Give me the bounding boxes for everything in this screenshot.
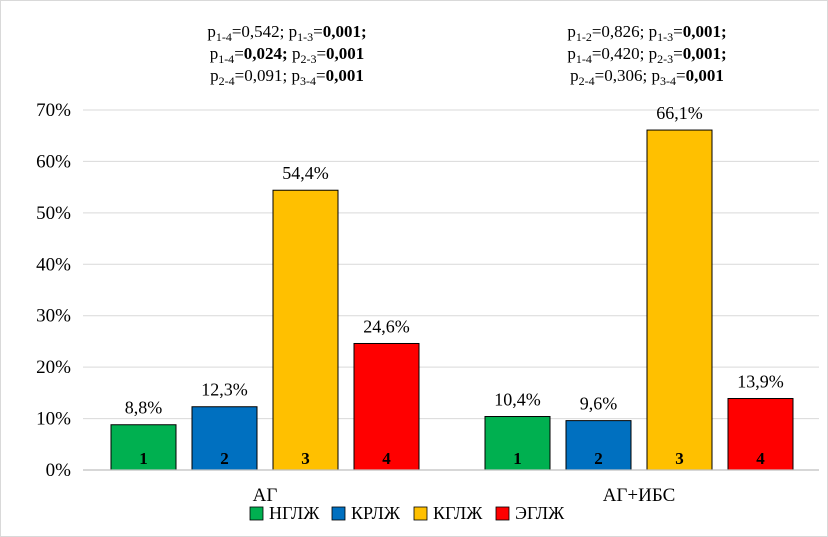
bar xyxy=(646,129,713,471)
bar xyxy=(565,420,632,471)
legend-swatch xyxy=(249,506,264,521)
bar-number-label: 3 xyxy=(301,449,310,468)
y-tick-label: 70% xyxy=(36,100,71,121)
legend-label: ЭГЛЖ xyxy=(515,503,565,523)
bar xyxy=(484,416,551,471)
legend-swatch xyxy=(331,506,346,521)
p-value-annotation: p1-4=0,420; p2-3=0,001; xyxy=(567,44,726,66)
y-tick-label: 30% xyxy=(36,306,71,327)
bar xyxy=(272,189,339,471)
y-tick-label: 50% xyxy=(36,203,71,224)
legend-swatch xyxy=(413,506,428,521)
data-label: 9,6% xyxy=(580,394,618,414)
bar xyxy=(727,398,794,471)
data-label: 13,9% xyxy=(737,372,784,392)
p-value-annotation: p2-4=0,306; p3-4=0,001 xyxy=(570,66,724,88)
bar-number-label: 2 xyxy=(594,449,603,468)
bar xyxy=(110,424,177,471)
x-category-label: АГ+ИБС xyxy=(603,485,676,506)
p-value-annotation: p2-4=0,091; p3-4=0,001 xyxy=(210,66,364,88)
p-value-annotation: p1-4=0,542; p1-3=0,001; xyxy=(207,22,366,44)
legend-label: КРЛЖ xyxy=(351,503,401,523)
data-label: 66,1% xyxy=(656,103,703,123)
bar-number-label: 3 xyxy=(675,449,684,468)
bar-number-label: 1 xyxy=(513,449,522,468)
bar-number-label: 4 xyxy=(382,449,391,468)
y-tick-label: 60% xyxy=(36,151,71,172)
data-label: 24,6% xyxy=(363,316,410,336)
data-label: 12,3% xyxy=(201,380,248,400)
p-value-annotation: p1-4=0,024; p2-3=0,001 xyxy=(210,44,365,66)
bar-number-label: 4 xyxy=(756,449,765,468)
legend-swatch xyxy=(495,506,510,521)
y-tick-label: 0% xyxy=(46,460,72,481)
p-value-annotation: p1-2=0,826; p1-3=0,001; xyxy=(567,22,726,44)
legend-label: НГЛЖ xyxy=(269,503,320,523)
x-category-label: АГ xyxy=(253,485,278,506)
y-tick-label: 10% xyxy=(36,409,71,430)
data-label: 10,4% xyxy=(494,390,541,410)
data-label: 54,4% xyxy=(282,163,329,183)
bar xyxy=(191,406,258,471)
bar xyxy=(353,342,420,471)
y-tick-label: 40% xyxy=(36,254,71,275)
legend-label: КГЛЖ xyxy=(433,503,483,523)
y-tick-label: 20% xyxy=(36,357,71,378)
bar-number-label: 1 xyxy=(139,449,148,468)
bar-number-label: 2 xyxy=(220,449,229,468)
data-label: 8,8% xyxy=(125,398,163,418)
